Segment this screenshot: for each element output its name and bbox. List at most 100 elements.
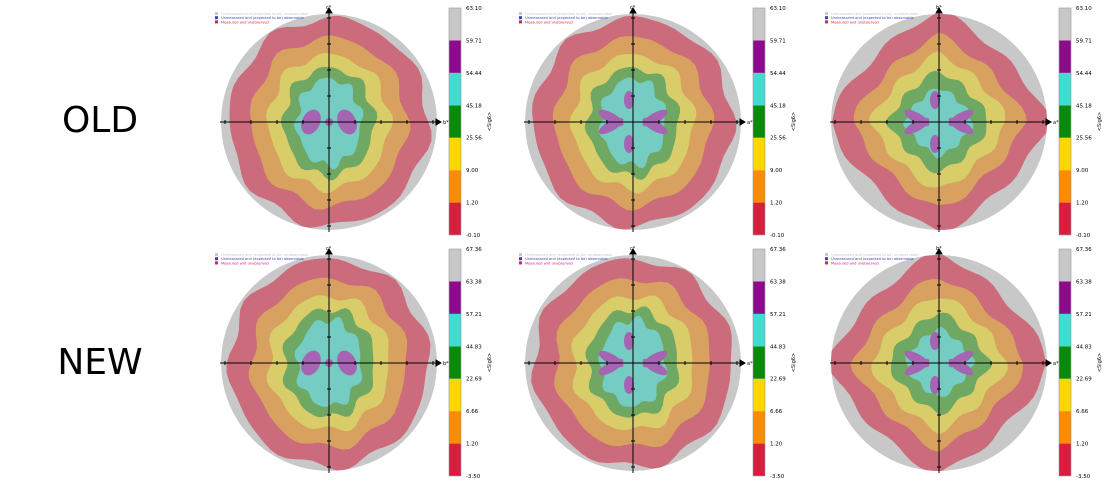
colorbar-tick-label: -3.50 [770,474,785,480]
legend-entry: Unmeasured and (expected to be) observab… [221,257,305,261]
legend-entry: Unmeasured and (expected to be) observab… [221,16,305,20]
colorbar-tick-label: 6.66 [770,409,783,415]
y-axis-label: c* [326,246,332,252]
colorbar-tick-label: 57.21 [1076,312,1092,318]
legend-swatch [215,12,218,15]
colorbar-segment [449,411,461,444]
legend-entry: Unmeasured and (expected to be) unobserv… [831,253,919,257]
colorbar-tick-label: 45.18 [770,103,786,109]
heatmap-svg: a* c* Unmeasured and (expected to be) unob… [519,246,797,480]
axes [220,7,442,232]
x-axis-arrow [739,359,746,367]
colorbar-tick-label: 54.44 [466,71,482,77]
colorbar-tick-label: 6.66 [466,409,479,415]
legend-entry: Unmeasured and (expected to be) unobserv… [831,12,919,16]
colorbar-tick-label: 59.71 [770,38,786,44]
legend-swatch [519,16,522,20]
colorbar-tick-label: 63.10 [466,6,482,12]
colorbar-segment [1059,443,1071,476]
chart-panel: a* c* Unmeasured and (expected to be) unob… [512,2,812,242]
x-axis-arrow [435,359,442,367]
colorbar-tick-label: 45.18 [1076,103,1092,109]
y-axis-arrow [629,248,637,255]
colorbar-tick-label: 1.20 [770,201,783,207]
heatmap-svg: b* c* Unmeasured and (expected to be) unob… [215,246,493,480]
colorbar-tick-label: 25.56 [466,136,482,142]
colorbar-segment [753,281,765,314]
colorbar-tick-label: 25.56 [770,136,786,142]
legend-swatch [825,20,828,24]
colorbar-tick-label: -3.50 [466,474,481,480]
colorbar-segment [449,105,461,138]
x-axis-label: b* [443,361,449,367]
colorbar-frame [448,7,462,236]
y-axis-label: c* [630,5,636,11]
colorbar-tick-label: 63.10 [1076,6,1092,12]
legend-swatch [825,253,828,256]
legend-entry: Unmeasured and (expected to be) observab… [831,16,915,20]
colorbar-segment [753,202,765,235]
colorbar-segment [753,411,765,444]
colorbar-segment [1059,170,1071,203]
chart-panel: b* c* Unmeasured and (expected to be) unob… [208,243,508,483]
colorbar-segment [1059,105,1071,138]
colorbar-segment [1059,249,1071,282]
colorbar-segment [753,378,765,412]
legend-swatch [825,12,828,15]
y-axis-label: b* [936,5,942,11]
row-label-old: OLD [61,100,139,141]
x-axis-label: a* [747,120,753,126]
legend-swatch [825,257,828,261]
chart-panel: a* b* Unmeasured and (expected to be) unob… [818,243,1106,483]
colorbar-segment [753,443,765,476]
colorbar-frame [448,248,462,477]
axes [524,7,746,232]
colorbar-segment [1059,8,1071,41]
colorbar-tick-label: 1.20 [1076,442,1089,448]
colorbar-tick-label: 63.38 [1076,279,1092,285]
colorbar-axis-label: <Sig6> [487,353,493,372]
legend-entry: Unmeasured and (expected to be) unobserv… [221,12,309,16]
colorbar-tick-label: 22.69 [1076,377,1092,383]
colorbar-segment [753,40,765,73]
colorbar-tick-label: 1.20 [770,442,783,448]
colorbar-segment [753,313,765,347]
y-axis-label: b* [936,246,942,252]
colorbar-segment [449,170,461,203]
colorbar-tick-label: 9.00 [1076,168,1089,174]
x-axis-arrow [1045,118,1052,126]
legend-swatch [215,253,218,256]
colorbar-tick-label: -0.10 [1076,233,1091,239]
heatmap-svg: b* c* Unmeasured and (expected to be) unob… [215,5,493,239]
colorbar-segment [449,137,461,171]
legend-swatch [519,20,522,24]
chart-panel: a* c* Unmeasured and (expected to be) unob… [512,243,812,483]
x-axis-arrow [435,118,442,126]
legend-swatch [825,16,828,20]
legend-swatch [215,20,218,24]
legend-entry: Unmeasured and (expected to be) unobserv… [525,12,613,16]
colorbar-segment [1059,378,1071,412]
legend-swatch [825,261,828,265]
colorbar-tick-label: 57.21 [466,312,482,318]
colorbar-tick-label: 63.10 [770,6,786,12]
x-axis-arrow [1045,359,1052,367]
axes [524,248,746,473]
colorbar-segment [449,8,461,41]
colorbar-tick-label: 59.71 [1076,38,1092,44]
legend-swatch [519,257,522,261]
colorbar-segment [1059,202,1071,235]
colorbar-tick-label: 9.00 [466,168,479,174]
x-axis-label: b* [443,120,449,126]
y-axis-arrow [629,7,637,14]
chart-panel: b* c* Unmeasured and (expected to be) unob… [208,2,508,242]
colorbar-frame [752,7,766,236]
legend-swatch [519,261,522,265]
colorbar-segment [753,137,765,171]
colorbar-segment [753,170,765,203]
heatmap-svg: a* b* Unmeasured and (expected to be) unob… [825,5,1103,239]
colorbar-frame [752,248,766,477]
y-axis-label: c* [630,246,636,252]
colorbar-segment [753,105,765,138]
colorbar-segment [1059,40,1071,73]
